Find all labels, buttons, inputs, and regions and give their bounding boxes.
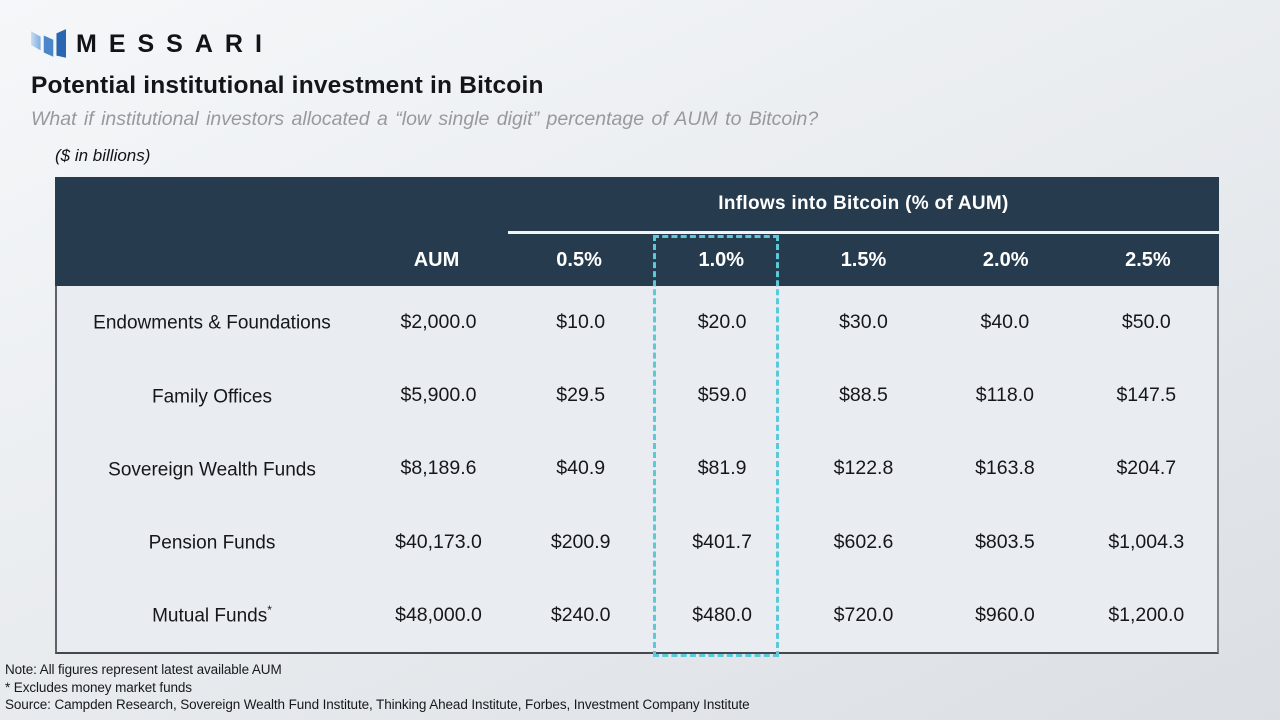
cell-2-0pct: $163.8	[975, 457, 1035, 480]
cell-2-0pct: $803.5	[975, 530, 1035, 553]
column-header-aum: AUM	[413, 248, 460, 271]
row-label: Endowments & Foundations	[93, 312, 331, 334]
cell-2-0pct: $118.0	[975, 384, 1034, 407]
cell-1-5pct: $88.5	[839, 384, 888, 407]
page-subtitle: What if institutional investors allocate…	[31, 108, 819, 130]
cell-2-0pct: $40.0	[980, 311, 1030, 334]
cell-1-5pct: $122.8	[833, 457, 894, 480]
row-label: Sovereign Wealth Funds	[108, 459, 316, 481]
table-row: Pension Funds $40,173.0 $200.9 $401.7 $6…	[57, 506, 1217, 579]
column-header-2-5pct: 2.5%	[1125, 248, 1171, 271]
footnotes: Note: All figures represent latest avail…	[5, 661, 750, 714]
cell-2-5pct: $1,004.3	[1108, 530, 1185, 553]
cell-2-5pct: $204.7	[1116, 457, 1177, 480]
cell-1-5pct: $30.0	[839, 311, 888, 334]
group-header-spacer	[55, 177, 508, 234]
cell-1-5pct: $602.6	[833, 530, 894, 553]
table-row: Endowments & Foundations $2,000.0 $10.0 …	[57, 286, 1217, 359]
cell-2-5pct: $50.0	[1121, 311, 1171, 334]
footnote-asterisk: * Excludes money market funds	[5, 679, 192, 695]
row-label: Pension Funds	[148, 532, 276, 554]
units-label: ($ in billions)	[55, 146, 151, 165]
brand-header: MESSARI	[30, 26, 274, 62]
messari-logo-icon	[31, 29, 66, 58]
cell-2-5pct: $1,200.0	[1108, 603, 1185, 626]
cell-0-5pct: $10.0	[556, 311, 606, 334]
cell-aum: $40,173.0	[395, 530, 482, 553]
brand-wordmark: MESSARI	[76, 30, 274, 58]
cell-0-5pct: $240.0	[550, 603, 611, 626]
cell-1-0pct: $480.0	[692, 603, 752, 626]
row-label: Family Offices	[151, 385, 272, 407]
cell-aum: $2,000.0	[400, 311, 477, 334]
cell-0-5pct: $200.9	[550, 530, 611, 553]
column-header-1-0pct: 1.0%	[698, 248, 745, 271]
table-row: Family Offices $5,900.0 $29.5 $59.0 $88.…	[57, 359, 1217, 432]
column-header-row: AUM 0.5% 1.0% 1.5% 2.0% 2.5%	[55, 234, 1219, 286]
page-title: Potential institutional investment in Bi…	[31, 72, 544, 99]
cell-2-0pct: $960.0	[975, 603, 1035, 626]
cell-2-5pct: $147.5	[1116, 384, 1177, 407]
cell-1-0pct: $81.9	[697, 457, 747, 480]
row-label: Mutual Funds*	[152, 603, 272, 627]
table-row: Mutual Funds* $48,000.0 $240.0 $480.0 $7…	[57, 579, 1217, 652]
aum-inflows-table: Inflows into Bitcoin (% of AUM) AUM 0.5%…	[55, 177, 1219, 654]
column-header-1-5pct: 1.5%	[840, 248, 887, 271]
cell-aum: $48,000.0	[395, 603, 482, 626]
cell-1-5pct: $720.0	[833, 603, 894, 626]
cell-0-5pct: $29.5	[556, 384, 606, 407]
group-header-row: Inflows into Bitcoin (% of AUM)	[55, 177, 1219, 234]
cell-aum: $5,900.0	[400, 384, 477, 407]
footnote-note: Note: All figures represent latest avail…	[5, 662, 282, 677]
table-row: Sovereign Wealth Funds $8,189.6 $40.9 $8…	[57, 432, 1217, 505]
column-header-0-5pct: 0.5%	[556, 248, 602, 271]
table-header: Inflows into Bitcoin (% of AUM) AUM 0.5%…	[55, 177, 1219, 286]
cell-1-0pct: $59.0	[697, 384, 747, 407]
group-header-label: Inflows into Bitcoin (% of AUM)	[508, 177, 1219, 234]
cell-1-0pct: $20.0	[697, 311, 747, 334]
table-body: Endowments & Foundations $2,000.0 $10.0 …	[55, 286, 1219, 654]
column-header-2-0pct: 2.0%	[982, 248, 1029, 271]
cell-0-5pct: $40.9	[556, 457, 606, 480]
footnote-source: Source: Campden Research, Sovereign Weal…	[5, 697, 750, 712]
cell-aum: $8,189.6	[400, 457, 477, 480]
cell-1-0pct: $401.7	[692, 530, 752, 553]
